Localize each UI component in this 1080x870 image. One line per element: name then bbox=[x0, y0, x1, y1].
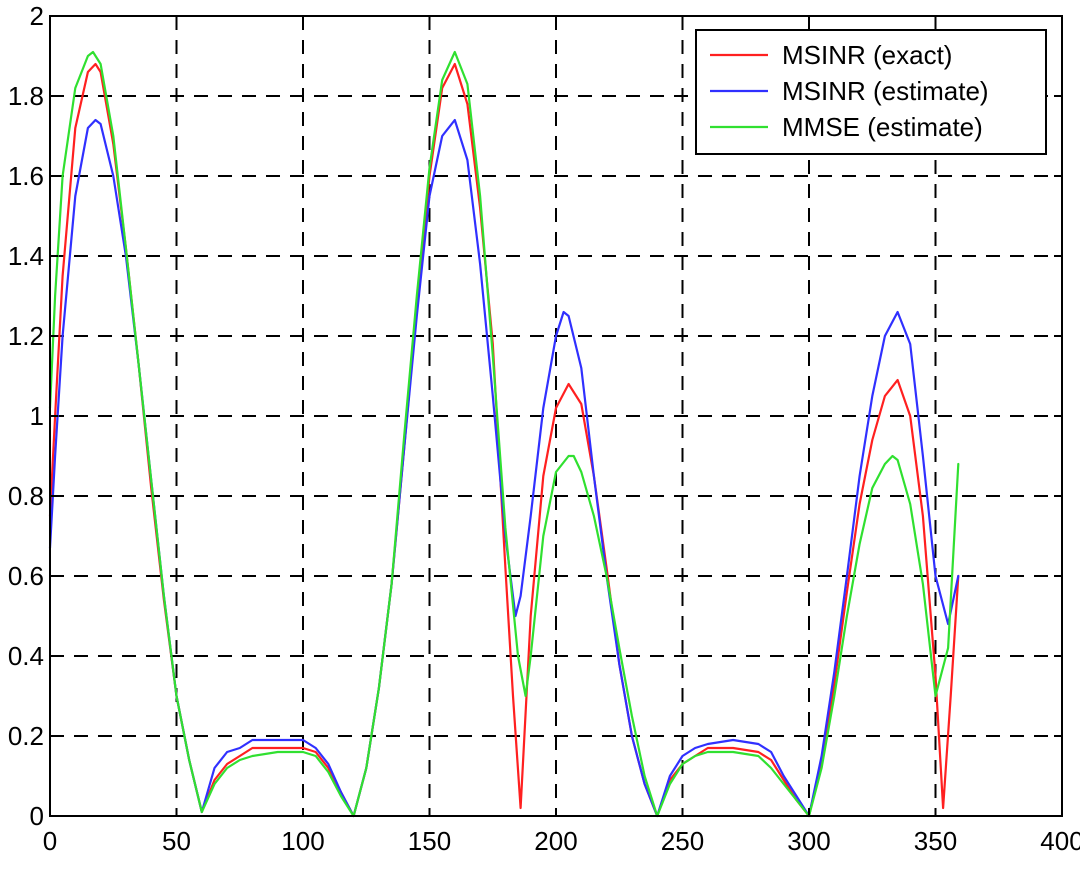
y-tick-label: 1.4 bbox=[8, 241, 44, 271]
x-tick-label: 250 bbox=[661, 826, 704, 856]
x-tick-label: 150 bbox=[408, 826, 451, 856]
x-tick-label: 300 bbox=[787, 826, 830, 856]
axis-ticks: 0 50 100 150 200 250 300 350 400 0 0.2 0.4 0.6 0.8 1 1.… bbox=[8, 1, 1080, 856]
series-lines bbox=[48, 50, 960, 818]
y-tick-label: 0.2 bbox=[8, 721, 44, 751]
series-line-2 bbox=[48, 50, 960, 818]
y-tick-label: 1 bbox=[30, 401, 44, 431]
legend: MSINR (exact) MSINR (estimate) MMSE (estim… bbox=[695, 29, 1047, 155]
y-tick-label: 0.4 bbox=[8, 641, 44, 671]
y-tick-label: 1.6 bbox=[8, 161, 44, 191]
y-tick-label: 0.6 bbox=[8, 561, 44, 591]
x-tick-label: 350 bbox=[914, 826, 957, 856]
y-tick-label: 0 bbox=[30, 801, 44, 831]
x-tick-label: 100 bbox=[281, 826, 324, 856]
y-tick-label: 0.8 bbox=[8, 481, 44, 511]
x-tick-label: 400 bbox=[1040, 826, 1080, 856]
x-tick-label: 50 bbox=[162, 826, 191, 856]
legend-label: MSINR (exact) bbox=[782, 40, 952, 70]
y-tick-label: 1.2 bbox=[8, 321, 44, 351]
y-tick-label: 1.8 bbox=[8, 81, 44, 111]
series-line-1 bbox=[48, 118, 960, 818]
x-tick-label: 200 bbox=[534, 826, 577, 856]
y-tick-label: 2 bbox=[30, 1, 44, 31]
x-tick-label: 0 bbox=[43, 826, 57, 856]
legend-label: MSINR (estimate) bbox=[782, 76, 989, 106]
legend-label: MMSE (estimate) bbox=[782, 112, 983, 142]
